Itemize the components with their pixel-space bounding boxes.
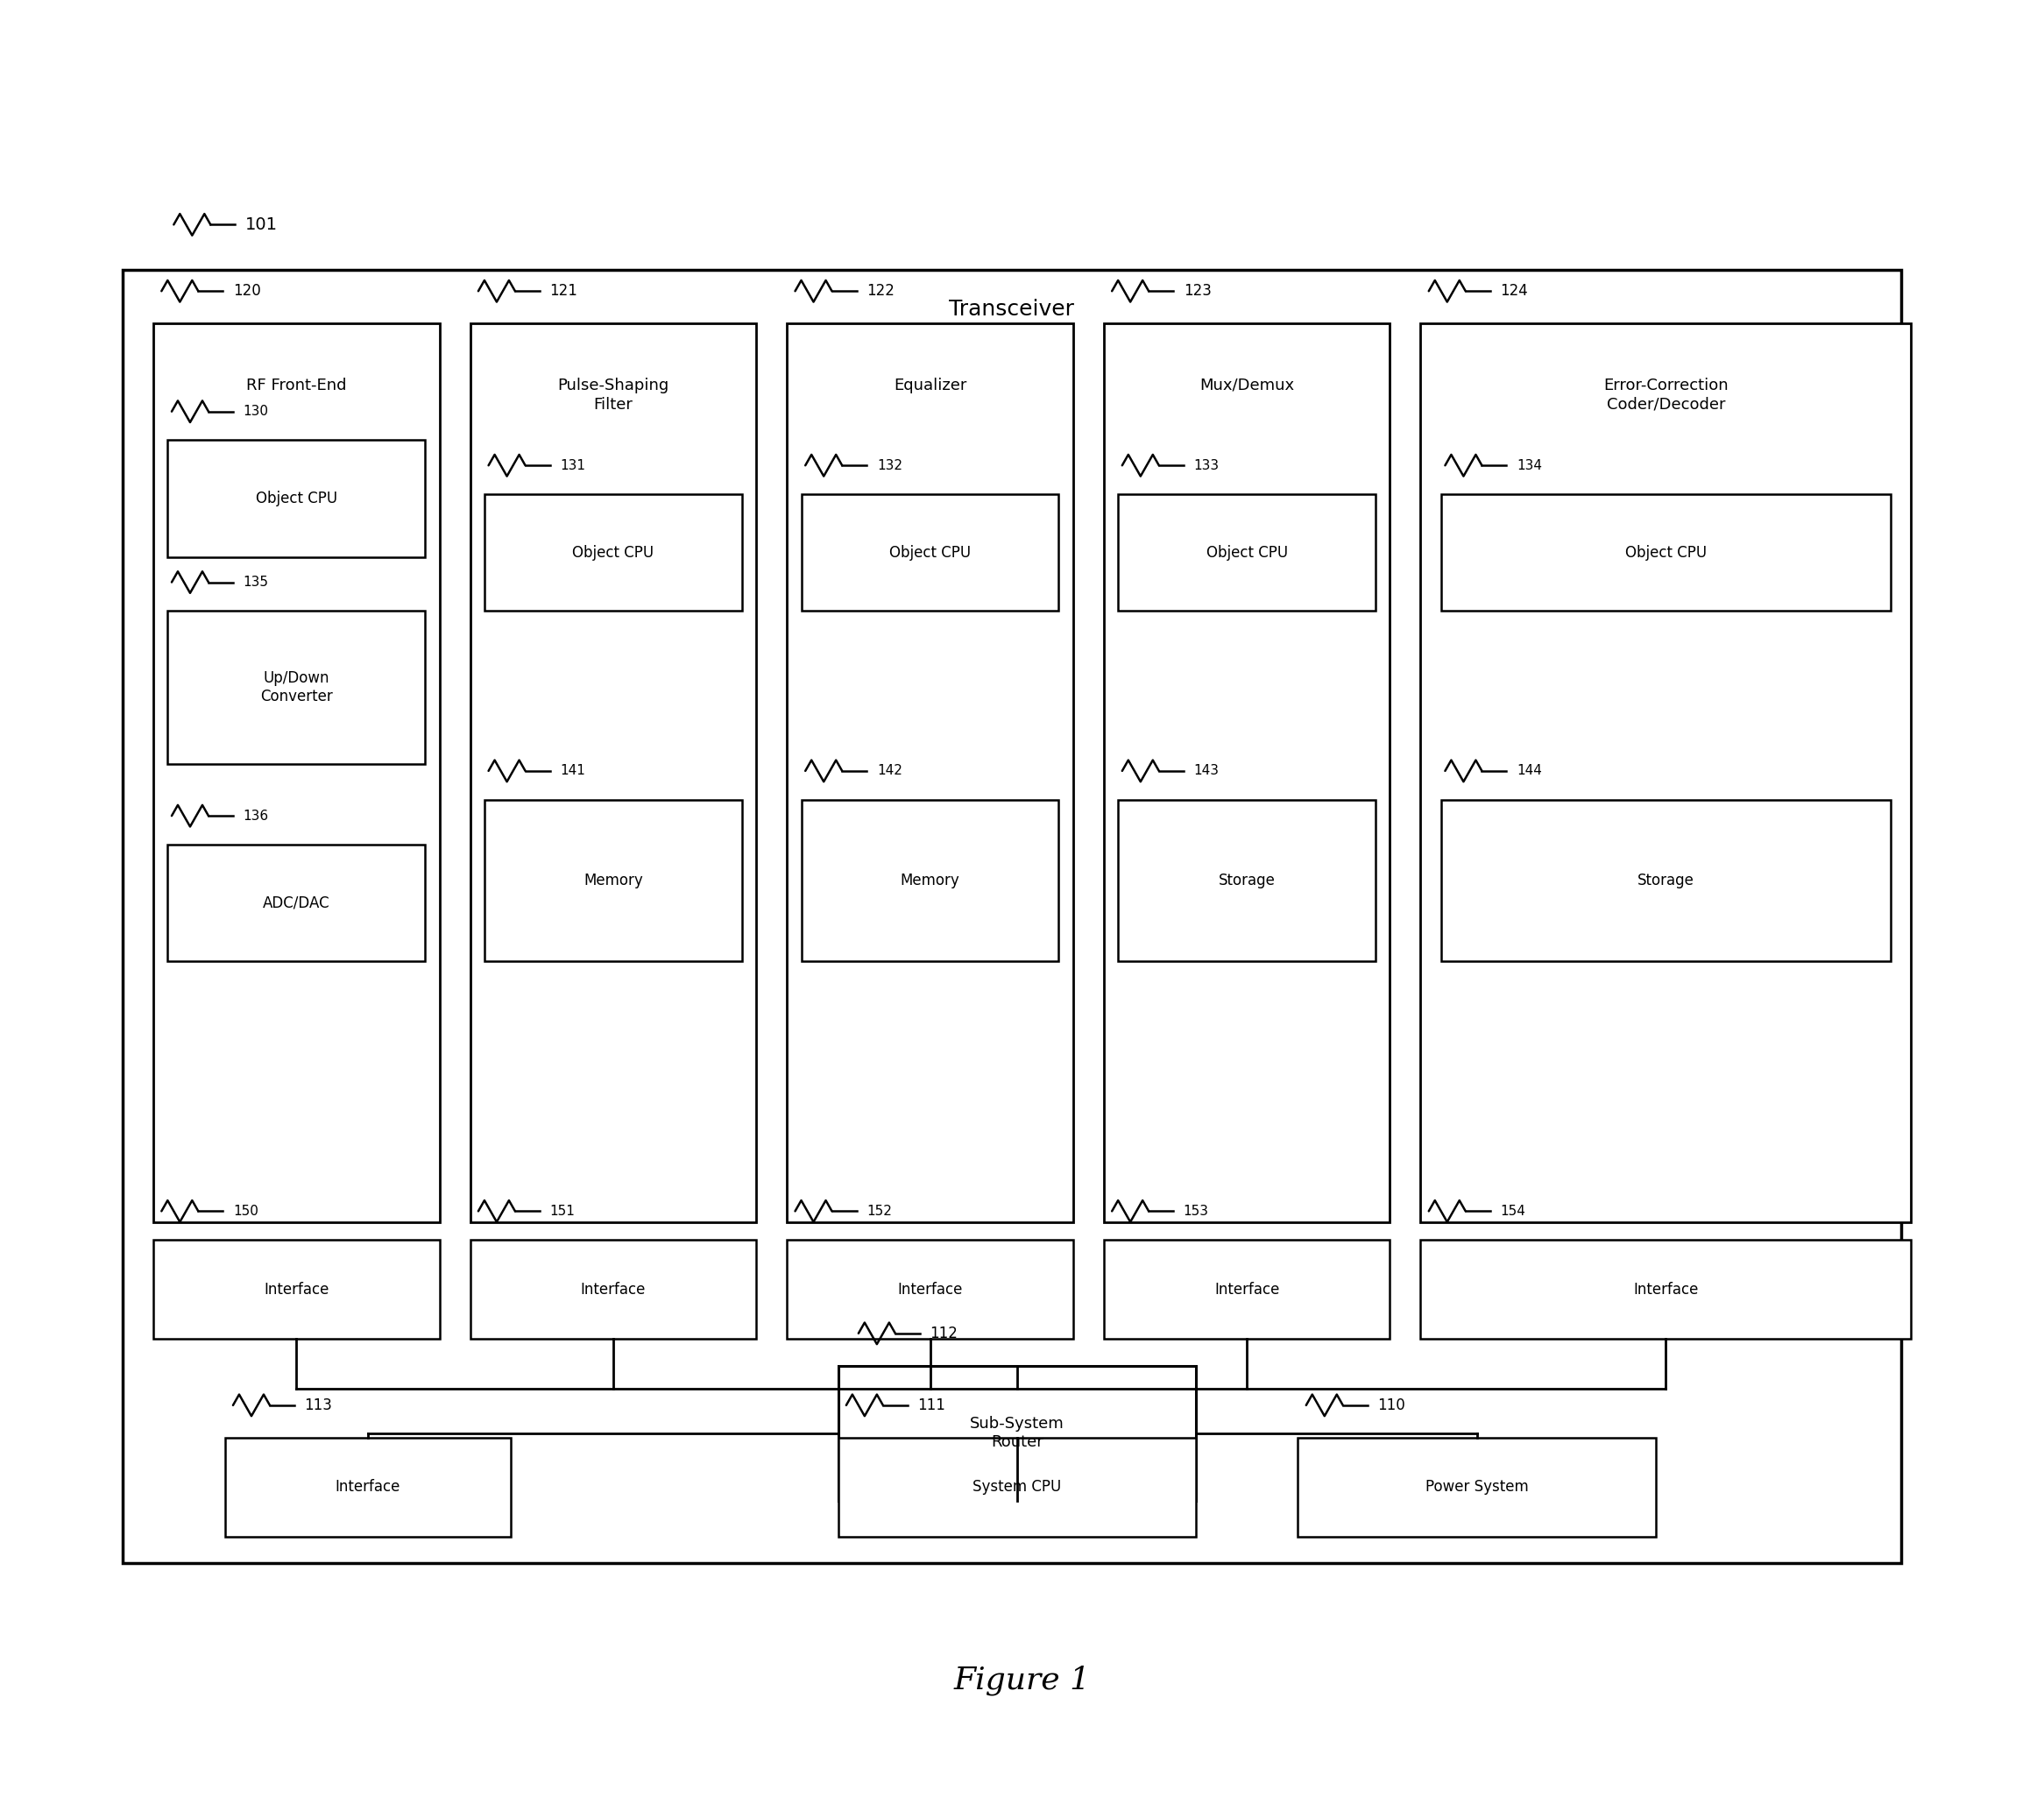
Text: Storage: Storage	[1637, 873, 1694, 888]
Text: Error-Correction
Coder/Decoder: Error-Correction Coder/Decoder	[1602, 377, 1729, 413]
Text: 122: 122	[867, 284, 895, 298]
Text: 113: 113	[305, 1398, 333, 1412]
Text: Memory: Memory	[899, 873, 961, 888]
Text: Object CPU: Object CPU	[572, 544, 654, 561]
Text: 112: 112	[930, 1326, 959, 1341]
Bar	[1441, 800, 1891, 961]
Text: Interface: Interface	[264, 1281, 329, 1297]
Text: ADC/DAC: ADC/DAC	[264, 895, 329, 911]
Bar	[470, 323, 756, 1222]
Text: 142: 142	[877, 764, 901, 778]
Text: 131: 131	[560, 458, 585, 473]
Text: Object CPU: Object CPU	[1625, 544, 1707, 561]
Text: Storage: Storage	[1218, 873, 1275, 888]
Text: Pulse-Shaping
Filter: Pulse-Shaping Filter	[558, 377, 668, 413]
Bar	[787, 323, 1073, 1222]
Text: Equalizer: Equalizer	[893, 377, 967, 394]
Bar	[168, 845, 425, 961]
Bar	[484, 494, 742, 611]
Text: 151: 151	[550, 1204, 574, 1218]
Text: Object CPU: Object CPU	[1206, 544, 1288, 561]
Text: 143: 143	[1194, 764, 1218, 778]
Text: Power System: Power System	[1425, 1479, 1529, 1495]
Text: Object CPU: Object CPU	[256, 491, 337, 507]
Bar	[1421, 1240, 1911, 1339]
Bar	[838, 1366, 1196, 1500]
Text: 152: 152	[867, 1204, 891, 1218]
Text: 110: 110	[1378, 1398, 1406, 1412]
Text: 150: 150	[233, 1204, 258, 1218]
Bar	[1104, 1240, 1390, 1339]
Text: System CPU: System CPU	[973, 1479, 1061, 1495]
Bar	[1298, 1438, 1656, 1536]
Text: Interface: Interface	[580, 1281, 646, 1297]
Text: 144: 144	[1517, 764, 1541, 778]
Text: 153: 153	[1183, 1204, 1208, 1218]
Text: 123: 123	[1183, 284, 1212, 298]
Text: Transceiver: Transceiver	[948, 298, 1075, 320]
Bar	[225, 1438, 511, 1536]
Text: 132: 132	[877, 458, 901, 473]
Bar	[470, 1240, 756, 1339]
Text: 141: 141	[560, 764, 585, 778]
Text: Interface: Interface	[897, 1281, 963, 1297]
Text: Up/Down
Converter: Up/Down Converter	[260, 670, 333, 704]
Text: 111: 111	[918, 1398, 946, 1412]
Bar	[1441, 494, 1891, 611]
Bar	[1104, 323, 1390, 1222]
Text: Interface: Interface	[1214, 1281, 1280, 1297]
Text: Interface: Interface	[1633, 1281, 1699, 1297]
Bar	[1118, 494, 1376, 611]
Text: 124: 124	[1500, 284, 1529, 298]
Bar	[1421, 323, 1911, 1222]
Text: Sub-System
Router: Sub-System Router	[969, 1416, 1065, 1450]
Text: 121: 121	[550, 284, 578, 298]
Text: 154: 154	[1500, 1204, 1525, 1218]
Bar	[123, 270, 1901, 1563]
Text: 136: 136	[243, 809, 268, 823]
Bar	[153, 1240, 439, 1339]
Text: 133: 133	[1194, 458, 1218, 473]
Text: 135: 135	[243, 575, 268, 589]
Text: 101: 101	[245, 216, 278, 234]
Bar	[1118, 800, 1376, 961]
Bar	[801, 494, 1059, 611]
Bar	[484, 800, 742, 961]
Text: Object CPU: Object CPU	[889, 544, 971, 561]
Text: RF Front-End: RF Front-End	[245, 377, 347, 394]
Text: Memory: Memory	[583, 873, 644, 888]
Bar	[168, 611, 425, 764]
Text: 130: 130	[243, 404, 268, 419]
Bar	[787, 1240, 1073, 1339]
Text: 134: 134	[1517, 458, 1541, 473]
Bar	[153, 323, 439, 1222]
Text: Interface: Interface	[335, 1479, 401, 1495]
Bar	[801, 800, 1059, 961]
Text: 120: 120	[233, 284, 262, 298]
Text: Figure 1: Figure 1	[955, 1666, 1089, 1695]
Bar	[838, 1438, 1196, 1536]
Bar	[168, 440, 425, 557]
Text: Mux/Demux: Mux/Demux	[1200, 377, 1294, 394]
